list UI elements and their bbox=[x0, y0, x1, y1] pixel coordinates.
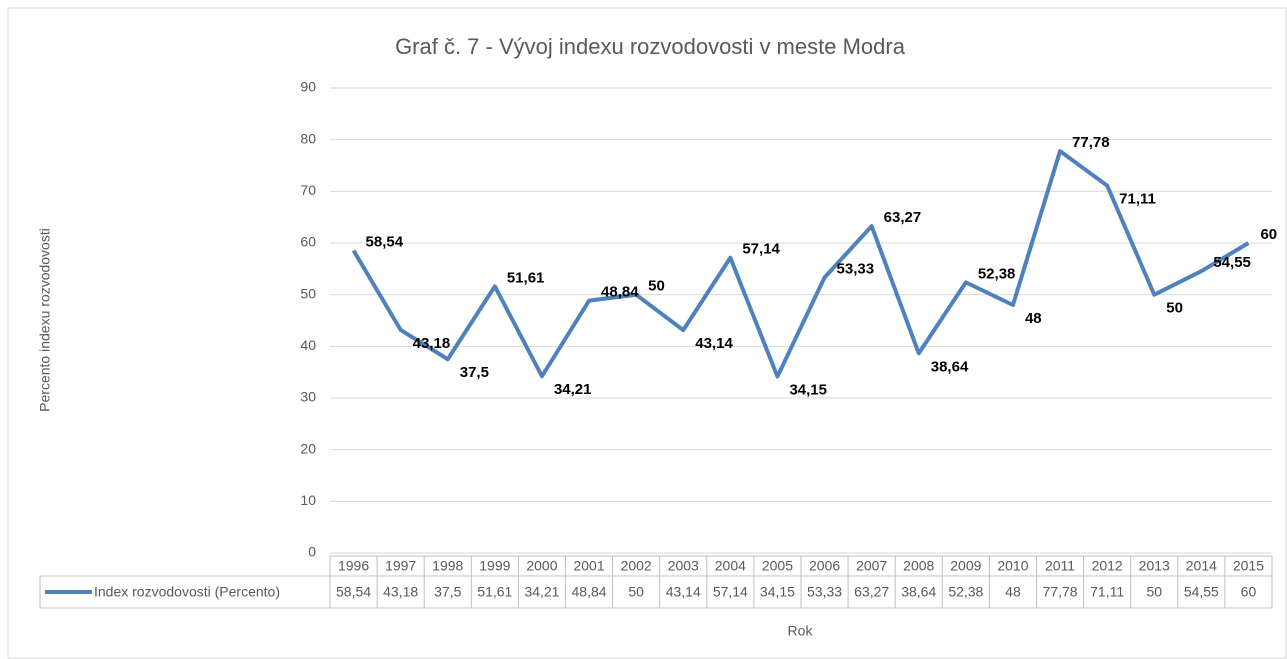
table-value: 37,5 bbox=[434, 584, 461, 600]
data-label: 63,27 bbox=[884, 209, 922, 226]
table-value: 48,84 bbox=[572, 584, 607, 600]
table-value: 52,38 bbox=[948, 584, 983, 600]
y-tick-label: 20 bbox=[300, 440, 316, 456]
data-label: 34,15 bbox=[789, 382, 827, 399]
x-tick-label: 2008 bbox=[903, 558, 934, 574]
y-tick-label: 70 bbox=[300, 182, 316, 198]
y-tick-label: 60 bbox=[300, 234, 316, 250]
data-label: 60 bbox=[1260, 226, 1277, 243]
table-value: 71,11 bbox=[1090, 584, 1124, 600]
data-label: 48 bbox=[1025, 310, 1042, 327]
x-tick-label: 2000 bbox=[526, 558, 557, 574]
data-label: 38,64 bbox=[931, 358, 969, 375]
data-label: 34,21 bbox=[554, 381, 592, 398]
y-tick-label: 80 bbox=[300, 130, 316, 146]
x-tick-label: 2009 bbox=[950, 558, 981, 574]
y-axis-label: Percento indexu rozvodovosti bbox=[37, 228, 53, 412]
x-tick-label: 2006 bbox=[809, 558, 840, 574]
x-axis-label: Rok bbox=[788, 623, 814, 639]
x-tick-label: 1998 bbox=[432, 558, 463, 574]
y-tick-label: 40 bbox=[300, 337, 316, 353]
y-tick-label: 90 bbox=[300, 79, 316, 95]
x-tick-label: 2005 bbox=[762, 558, 793, 574]
table-value: 38,64 bbox=[901, 584, 936, 600]
data-label: 54,55 bbox=[1213, 254, 1251, 271]
table-value: 77,78 bbox=[1043, 584, 1078, 600]
x-tick-label: 2015 bbox=[1233, 558, 1264, 574]
data-label: 37,5 bbox=[460, 364, 489, 381]
x-tick-label: 2001 bbox=[573, 558, 604, 574]
data-line bbox=[351, 149, 1250, 379]
chart-border bbox=[7, 7, 1287, 659]
data-label: 58,54 bbox=[366, 234, 404, 251]
data-label: 48,84 bbox=[601, 284, 639, 301]
table-value: 43,14 bbox=[666, 584, 701, 600]
data-label: 52,38 bbox=[978, 265, 1016, 282]
table-value: 53,33 bbox=[807, 584, 842, 600]
table-value: 60 bbox=[1241, 584, 1257, 600]
x-tick-label: 2013 bbox=[1139, 558, 1170, 574]
x-tick-label: 2002 bbox=[621, 558, 652, 574]
x-tick-label: 2011 bbox=[1045, 558, 1075, 574]
table-value: 50 bbox=[1146, 584, 1162, 600]
chart-title: Graf č. 7 - Vývoj indexu rozvodovosti v … bbox=[395, 34, 906, 59]
x-tick-label: 2004 bbox=[715, 558, 746, 574]
table-value: 48 bbox=[1005, 584, 1021, 600]
table-value: 57,14 bbox=[713, 584, 748, 600]
data-label: 51,61 bbox=[507, 269, 545, 286]
y-tick-label: 50 bbox=[300, 285, 316, 301]
x-tick-label: 2007 bbox=[856, 558, 887, 574]
legend-label: Index rozvodovosti (Percento) bbox=[94, 584, 280, 600]
y-tick-label: 0 bbox=[308, 544, 316, 560]
x-tick-label: 1999 bbox=[479, 558, 510, 574]
x-tick-label: 2010 bbox=[997, 558, 1028, 574]
table-value: 50 bbox=[628, 584, 644, 600]
x-tick-label: 1997 bbox=[385, 558, 416, 574]
data-label: 50 bbox=[648, 278, 665, 295]
table-value: 54,55 bbox=[1184, 584, 1219, 600]
data-label: 43,14 bbox=[695, 335, 733, 352]
data-label: 57,14 bbox=[742, 241, 780, 258]
x-tick-label: 2003 bbox=[668, 558, 699, 574]
data-label: 53,33 bbox=[837, 260, 875, 277]
table-value: 63,27 bbox=[854, 584, 889, 600]
table-value: 51,61 bbox=[477, 584, 512, 600]
data-label: 77,78 bbox=[1072, 134, 1110, 151]
y-tick-label: 10 bbox=[300, 492, 316, 508]
x-tick-label: 1996 bbox=[338, 558, 369, 574]
data-label: 71,11 bbox=[1119, 191, 1156, 208]
table-value: 43,18 bbox=[383, 584, 418, 600]
y-tick-label: 30 bbox=[300, 389, 316, 405]
table-value: 34,21 bbox=[524, 584, 559, 600]
data-label: 50 bbox=[1166, 300, 1183, 317]
x-tick-label: 2014 bbox=[1186, 558, 1217, 574]
data-label: 43,18 bbox=[413, 335, 451, 352]
x-tick-label: 2012 bbox=[1092, 558, 1123, 574]
table-value: 58,54 bbox=[336, 584, 371, 600]
table-value: 34,15 bbox=[760, 584, 795, 600]
